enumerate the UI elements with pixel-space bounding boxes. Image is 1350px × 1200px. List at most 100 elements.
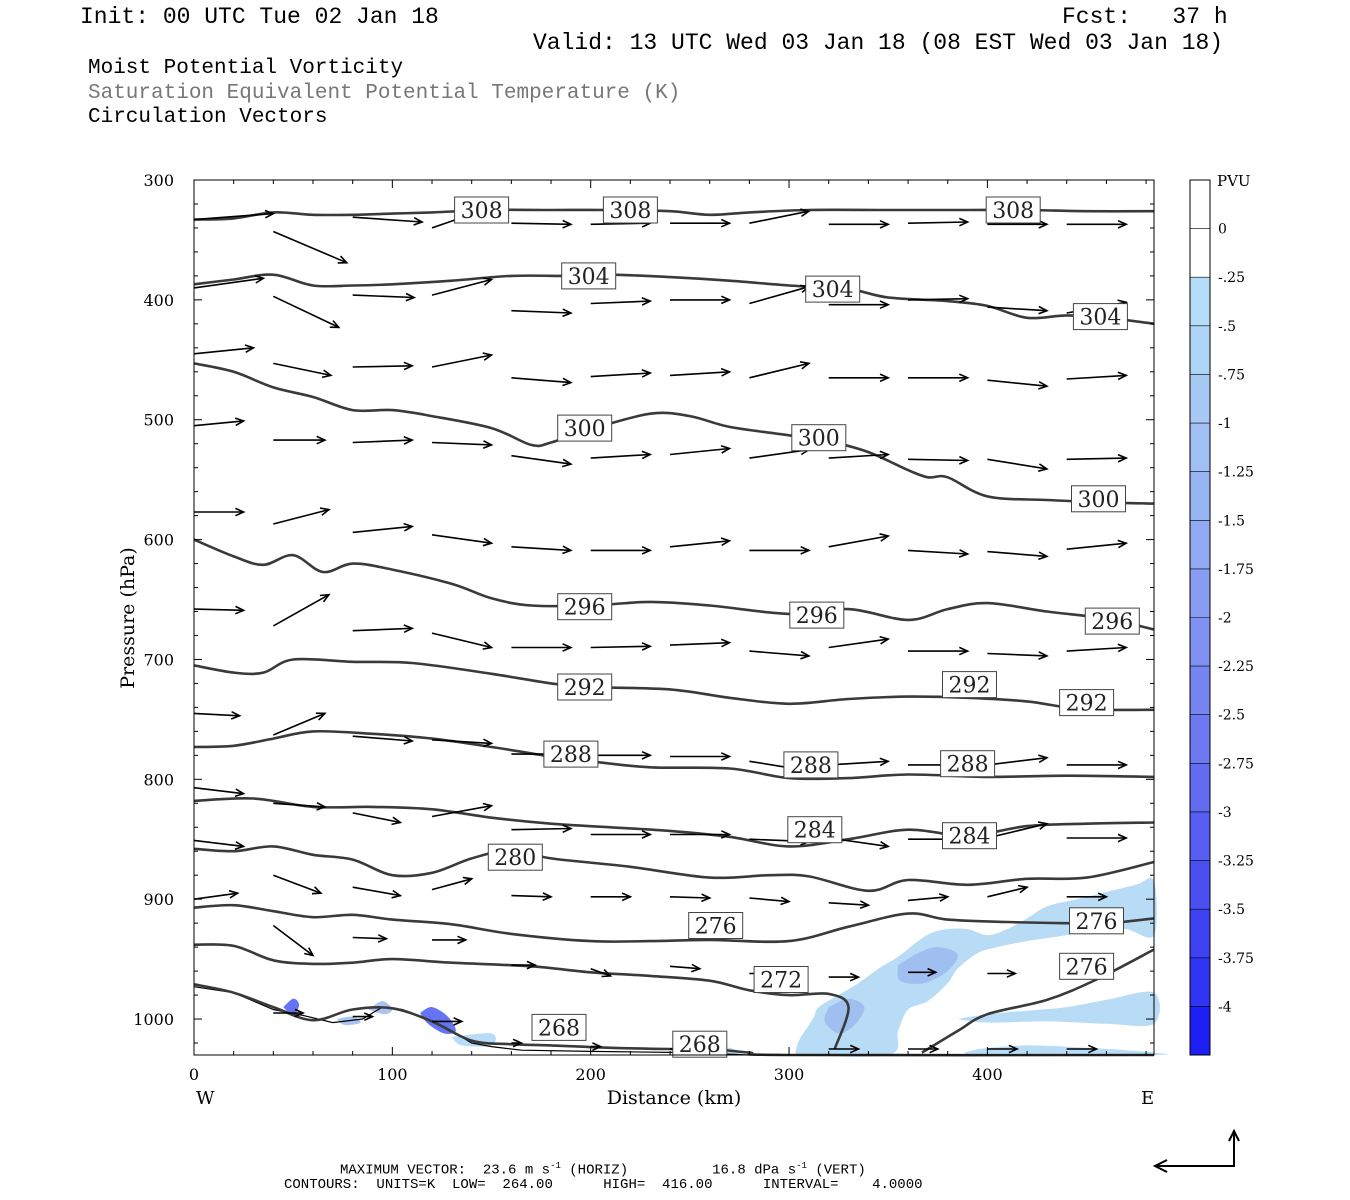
reference-vector-icon: [1152, 1128, 1240, 1173]
vector-shaft: [352, 439, 413, 444]
vector-head: [482, 537, 494, 547]
contour-label-text: 304: [568, 265, 610, 290]
circulation-vector: [432, 1017, 464, 1026]
circulation-vector: [828, 1044, 861, 1054]
max-horiz-exp: -1: [550, 1161, 561, 1171]
vector-head: [228, 889, 240, 899]
vector-head: [542, 892, 553, 901]
vector-head: [482, 352, 494, 361]
colorbar-cell: [1190, 228, 1210, 278]
contour-label-box: [1071, 485, 1126, 513]
vector-shaft: [511, 827, 571, 831]
vector-shaft: [352, 294, 415, 299]
y-tick-label: 400: [143, 291, 174, 310]
circulation-vector: [749, 896, 791, 906]
contour-label-292: 292: [942, 671, 997, 699]
circulation-vectors: [193, 202, 1129, 1054]
contour-label-box: [940, 750, 996, 778]
vector-shaft: [987, 652, 1047, 657]
vector-head: [562, 643, 573, 652]
contour-line-284: [193, 796, 1155, 848]
vector-head: [526, 960, 538, 970]
vector-shaft: [1066, 646, 1127, 652]
circulation-vector: [987, 550, 1049, 561]
colorbar-cell: [1190, 860, 1210, 910]
vector-shaft: [273, 362, 332, 377]
colorbar-cell: [1190, 763, 1210, 813]
contour-label-304: 304: [805, 275, 861, 303]
x-tick-label: 400: [972, 1065, 1003, 1084]
colorbar-level-label: -3.75: [1218, 951, 1254, 967]
vector-head: [849, 1044, 861, 1054]
vector-shaft: [828, 535, 889, 548]
y-tick-label: 300: [143, 171, 174, 190]
contour-label-text: 292: [564, 676, 606, 701]
circulation-vector: [749, 361, 811, 379]
x-tick-label: 100: [377, 1065, 408, 1084]
vector-shaft: [669, 896, 710, 899]
max-horiz-tag: (HORIZ): [569, 1162, 629, 1179]
vector-head: [234, 417, 246, 427]
circulation-vector: [987, 754, 1049, 766]
vector-shaft: [272, 230, 348, 264]
vector-head: [457, 935, 468, 945]
max-vector-line: MAXIMUM VECTOR: 23.6 m s-1 (HORIZ) 16.8 …: [340, 1158, 866, 1179]
contour-label-304: 304: [561, 262, 617, 290]
vector-head: [879, 373, 891, 383]
circulation-vector: [828, 900, 871, 910]
contour-line-288: [193, 729, 1155, 781]
vector-shaft: [511, 222, 571, 226]
circulation-vector: [828, 219, 891, 229]
circulation-vector: [907, 893, 950, 902]
circulation-vector: [590, 369, 653, 378]
vector-head: [1117, 760, 1129, 770]
x-tick-label: 200: [575, 1065, 606, 1084]
contour-label-text: 288: [947, 753, 989, 778]
vector-head: [879, 841, 891, 850]
contour-label-box: [561, 262, 617, 290]
contour-label-304: 304: [1072, 303, 1128, 331]
vector-head: [319, 507, 331, 516]
vector-shaft: [749, 285, 810, 305]
vector-head: [482, 802, 494, 812]
colorbar-level-label: -1: [1218, 416, 1232, 432]
circulation-vector: [352, 216, 425, 226]
vector-head: [592, 1042, 603, 1052]
vector-shaft: [1066, 457, 1127, 461]
contour-label-box: [942, 671, 997, 699]
vector-head: [1006, 969, 1018, 978]
vector-head: [316, 435, 327, 445]
vector-head: [482, 738, 494, 748]
circulation-vector: [511, 308, 573, 318]
y-tick-label: 700: [143, 650, 174, 669]
vector-shaft: [193, 212, 274, 221]
contour-label-276: 276: [1069, 907, 1124, 935]
vector-shaft: [193, 347, 254, 355]
vector-head: [641, 450, 653, 460]
circulation-vector: [511, 219, 573, 229]
vector-shaft: [352, 886, 401, 897]
circulation-vector: [669, 367, 732, 377]
circulation-vector: [352, 934, 389, 943]
vector-head: [1117, 539, 1129, 549]
contour-label-288: 288: [940, 750, 996, 778]
vector-shaft: [828, 760, 889, 766]
vector-head: [453, 1017, 464, 1026]
contour-line-280: [193, 845, 1155, 893]
pv-colorbar: 0 -.25 -.5 -.75 -1 -1.25 -1.5 -1.75 -2 -2.25 -2.5 -…: [1189, 179, 1254, 1056]
vector-head: [849, 972, 861, 982]
circulation-vector: [432, 935, 468, 945]
vector-shaft: [907, 297, 968, 301]
colorbar-level-label: -1.5: [1218, 513, 1245, 529]
colorbar-level-label: -2: [1218, 611, 1232, 627]
contour-label-box: [753, 966, 809, 993]
vector-shaft: [749, 897, 790, 903]
contour-label-text: 276: [1076, 910, 1118, 935]
contour-label-text: 288: [550, 743, 592, 768]
contour-label-box: [791, 424, 847, 452]
vector-head: [641, 642, 653, 651]
contour-label-text: 300: [798, 427, 840, 452]
vector-head: [879, 450, 891, 460]
colorbar-level-label: -.75: [1218, 367, 1245, 383]
